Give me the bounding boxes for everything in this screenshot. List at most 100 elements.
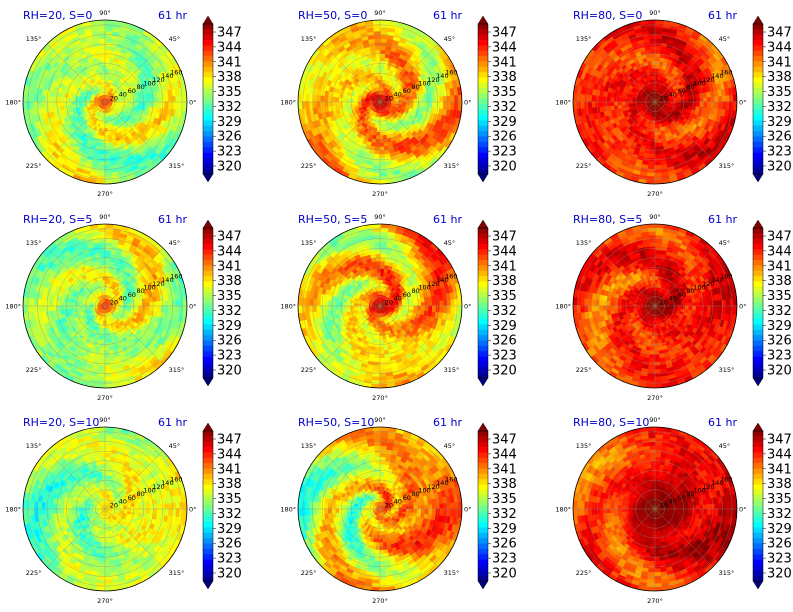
colorbar-segment [203, 516, 213, 523]
colorbar-segment [203, 345, 213, 352]
colorbar-tick-label: 329 [492, 115, 517, 130]
colorbar-tick-label: 347 [767, 26, 792, 41]
colorbar-segment [478, 260, 488, 266]
colorbar-extend-max [752, 219, 764, 229]
radial-tick-label: 60 [403, 494, 411, 502]
colorbar-segment [478, 286, 488, 293]
radial-tick-label: 20 [385, 501, 393, 509]
colorbar-segment [203, 527, 213, 534]
colorbar-segment [478, 367, 488, 373]
colorbar-segment [753, 88, 763, 94]
colorbar-segment [203, 356, 213, 363]
angle-tick-label: 0° [464, 506, 471, 514]
colorbar-segment [203, 313, 213, 320]
colorbar-tick-label: 329 [217, 115, 242, 130]
polar-grid [298, 224, 462, 388]
colorbar-segment [203, 40, 213, 46]
colorbar-tick-label: 338 [492, 477, 517, 492]
colorbar-segment [478, 543, 488, 550]
colorbar-tick-label: 320 [217, 364, 242, 379]
colorbar-segment [478, 40, 488, 46]
colorbar-segment [753, 249, 763, 256]
panel-time: 61 hr [433, 213, 462, 226]
angle-tick-label: 315° [169, 162, 185, 170]
colorbar-segment [478, 244, 488, 250]
colorbar-segment [753, 34, 763, 41]
colorbar-segment [753, 570, 763, 576]
panel-title: RH=80, S=0 [573, 9, 642, 22]
colorbar-extend-max [752, 422, 764, 432]
colorbar-extend-min [477, 580, 489, 590]
colorbar-tick-label: 323 [492, 349, 517, 364]
colorbar-tick-label: 320 [492, 160, 517, 175]
colorbar-segment [753, 61, 763, 68]
radial-tick-label: 140 [161, 479, 173, 487]
colorbar-tick-label: 329 [767, 115, 792, 130]
radial-tick-label: 100 [693, 487, 705, 495]
colorbar-segment [478, 131, 488, 137]
colorbar-segment [478, 436, 488, 443]
colorbar-tick-label: 344 [492, 40, 517, 55]
panel-title: RH=50, S=5 [298, 213, 367, 226]
radial-tick-label: 120 [702, 76, 714, 84]
angle-tick-label: 90° [374, 9, 386, 17]
colorbar-segment [203, 228, 213, 234]
colorbar-segment [203, 238, 213, 245]
colorbar-segment [203, 308, 213, 315]
colorbar-tick-label: 341 [492, 259, 517, 274]
colorbar-segment [753, 286, 763, 293]
radial-tick-label: 60 [678, 87, 686, 95]
colorbar-tick-label: 320 [767, 567, 792, 582]
colorbar-tick-label: 320 [492, 364, 517, 379]
radial-tick-label: 60 [128, 87, 136, 95]
colorbar-segment [478, 431, 488, 437]
colorbar-segment [203, 463, 213, 469]
angle-tick-label: 0° [189, 303, 196, 311]
radial-tick-label: 80 [137, 490, 145, 498]
colorbar-segment [753, 163, 763, 169]
angle-tick-label: 180° [555, 303, 571, 311]
colorbar-segment [203, 56, 213, 62]
colorbar-segment [203, 319, 213, 325]
colorbar-tick-label: 326 [217, 130, 242, 145]
colorbar-extend-min [202, 377, 214, 387]
angle-tick-label: 135° [576, 35, 592, 43]
colorbar-segment [478, 506, 488, 512]
colorbar-segment [478, 538, 488, 544]
angle-tick-label: 225° [301, 162, 317, 170]
colorbar-tick-label: 323 [492, 145, 517, 160]
angle-tick-label: 270° [97, 394, 113, 402]
colorbar-tick-label: 338 [217, 477, 242, 492]
angle-tick-label: 225° [26, 366, 42, 374]
colorbar-extend-min [477, 173, 489, 183]
colorbar-segment [203, 109, 213, 116]
colorbar-tick-label: 338 [492, 274, 517, 289]
colorbar-segment [478, 324, 488, 331]
colorbar-segment [203, 340, 213, 347]
colorbar-tick-label: 323 [217, 552, 242, 567]
angle-tick-label: 315° [444, 569, 460, 577]
colorbar-tick-label: 326 [767, 537, 792, 552]
panel-time: 61 hr [708, 213, 737, 226]
panel-time: 61 hr [158, 9, 187, 22]
angle-tick-label: 270° [647, 394, 663, 402]
colorbar-segment [203, 265, 213, 272]
colorbar-segment [753, 99, 763, 105]
angle-tick-label: 180° [280, 99, 296, 107]
colorbar-segment [203, 436, 213, 443]
colorbar-tick-label: 320 [492, 567, 517, 582]
angle-tick-label: 0° [739, 99, 746, 107]
colorbar-segment [753, 228, 763, 234]
colorbar-segment [478, 313, 488, 320]
angle-tick-label: 225° [301, 569, 317, 577]
colorbar-tick-label: 347 [492, 433, 517, 448]
colorbar-tick-label: 338 [217, 70, 242, 85]
colorbar-segment [478, 34, 488, 41]
colorbar-extend-min [752, 580, 764, 590]
angle-tick-label: 315° [444, 162, 460, 170]
colorbar-segment [203, 532, 213, 539]
colorbar-segment [203, 104, 213, 111]
